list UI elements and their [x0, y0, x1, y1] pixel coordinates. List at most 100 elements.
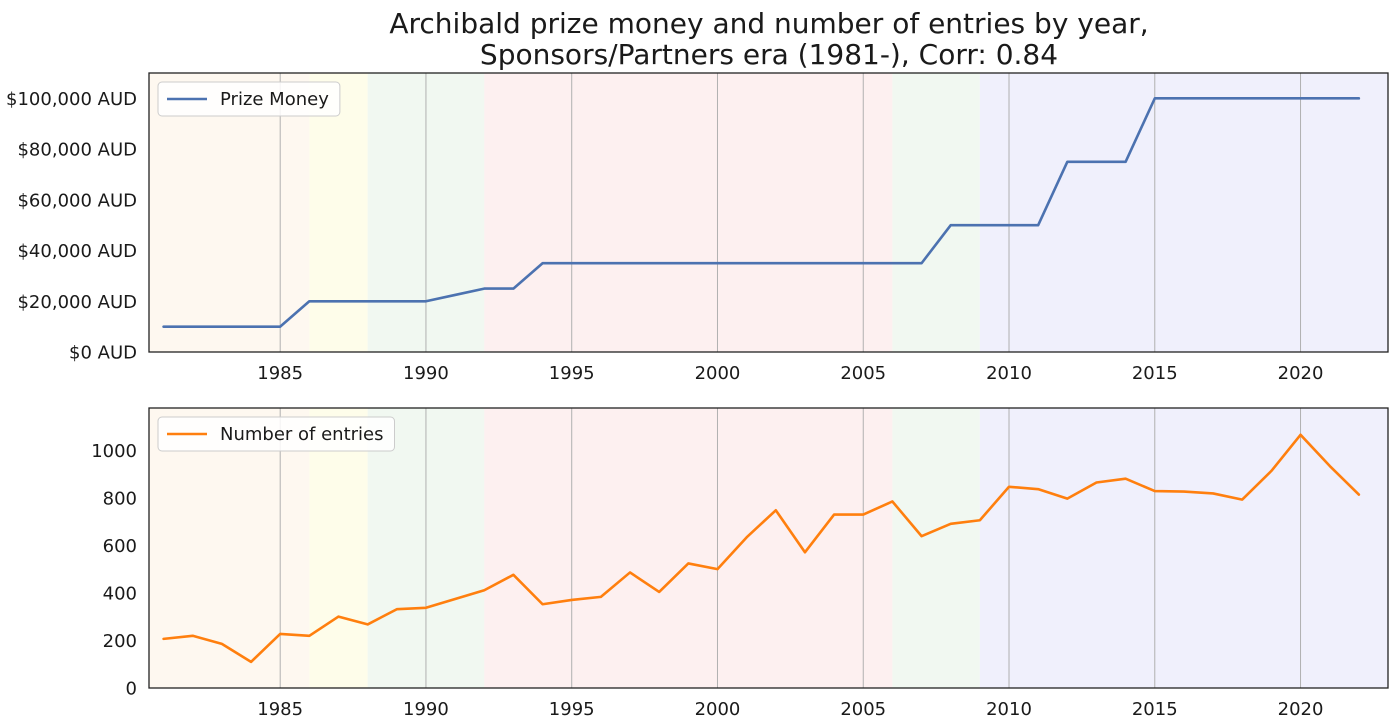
entries-data-point-2020: [1298, 432, 1303, 437]
prize-money-data-point-2006: [890, 261, 895, 266]
prize-money-data-point-2021: [1327, 96, 1332, 101]
prize-money-data-point-1998: [657, 261, 662, 266]
prize-money-data-point-2008: [948, 223, 953, 228]
entries-data-point-1991: [453, 597, 458, 602]
entries-axes-frame: [148, 407, 1389, 689]
entries-y-tick-label: 1000: [91, 441, 137, 462]
prize-money-data-point-2020: [1298, 96, 1303, 101]
entries-x-tick-label: 2010: [986, 699, 1032, 720]
prize-money-data-point-1984: [249, 324, 254, 329]
entries-data-point-2008: [948, 521, 953, 526]
prize-money-data-point-2011: [1036, 223, 1041, 228]
prize-money-y-tick-label: $0 AUD: [69, 343, 137, 364]
entries-data-point-2017: [1211, 491, 1216, 496]
entries-x-tick-label: 1995: [549, 699, 595, 720]
entries-y-tick-label: 400: [103, 584, 137, 605]
entries-legend-box: [157, 416, 395, 452]
prize-money-series-line-0: [162, 97, 1361, 328]
prize-money-era-band-3: [484, 73, 893, 352]
entries-data-point-1992: [482, 588, 487, 593]
entries-x-tick-label: 1985: [257, 699, 303, 720]
prize-money-era-band-5: [979, 73, 1388, 352]
entries-data-point-2018: [1240, 497, 1245, 502]
chart-title-line-1: Archibald prize money and number of entr…: [389, 7, 1148, 40]
prize-money-y-tick-label: $80,000 AUD: [17, 140, 137, 161]
entries-series-line-0: [162, 433, 1361, 664]
entries-legend-label: Number of entries: [220, 424, 384, 445]
prize-money-data-point-2013: [1094, 159, 1099, 164]
prize-money-data-point-2010: [1007, 223, 1012, 228]
prize-money-legend-label: Prize Money: [220, 89, 329, 110]
entries-x-tick-label: 2020: [1278, 699, 1324, 720]
entries-data-point-1990: [423, 605, 428, 610]
entries-data-point-2006: [890, 499, 895, 504]
entries-data-point-2013: [1094, 480, 1099, 485]
entries-data-point-1999: [686, 561, 691, 566]
prize-money-x-tick-label: 2010: [986, 363, 1032, 384]
entries-data-point-2000: [715, 567, 720, 572]
entries-x-tick-label: 2005: [840, 699, 886, 720]
prize-money-data-point-2003: [802, 261, 807, 266]
entries-data-point-1995: [569, 597, 574, 602]
entries-data-point-1981: [161, 636, 166, 641]
entries-y-tick-label: 0: [126, 679, 137, 700]
prize-money-data-point-2022: [1356, 96, 1361, 101]
prize-money-data-point-2007: [919, 261, 924, 266]
entries-data-point-2010: [1007, 484, 1012, 489]
entries-data-point-2003: [802, 550, 807, 555]
prize-money-x-tick-label: 2020: [1278, 363, 1324, 384]
prize-money-era-band-0: [149, 73, 310, 352]
entries-data-point-2021: [1327, 463, 1332, 468]
entries-data-point-2011: [1036, 487, 1041, 492]
entries-data-point-2005: [861, 512, 866, 517]
entries-data-point-2001: [744, 535, 749, 540]
prize-money-legend: Prize Money: [157, 81, 341, 117]
prize-money-data-point-1994: [540, 261, 545, 266]
prize-money-x-tick-label: 1995: [549, 363, 595, 384]
prize-money-data-point-1987: [336, 299, 341, 304]
entries-y-tick-label: 600: [103, 536, 137, 557]
prize-money-data-point-1983: [219, 324, 224, 329]
prize-money-legend-box: [157, 81, 341, 117]
prize-money-panel: 1985 1990 1995 2000 2005 2010 2015 2020 $0 AUD $2…: [6, 72, 1389, 384]
entries-x-tick-label: 2000: [695, 699, 741, 720]
prize-money-data-point-1995: [569, 261, 574, 266]
prize-money-era-band-1: [309, 73, 368, 352]
entries-x-tick-label: 1990: [403, 699, 449, 720]
prize-money-data-point-2000: [715, 261, 720, 266]
prize-money-x-tick-label: 1990: [403, 363, 449, 384]
prize-money-data-point-1986: [307, 299, 312, 304]
prize-money-data-point-1989: [394, 299, 399, 304]
entries-era-band-5: [979, 408, 1388, 688]
entries-data-point-2002: [773, 508, 778, 513]
prize-money-x-tick-label: 1985: [257, 363, 303, 384]
prize-money-data-point-2014: [1123, 159, 1128, 164]
prize-money-y-tick-label: $60,000 AUD: [17, 190, 137, 211]
prize-money-x-tick-label: 2000: [695, 363, 741, 384]
prize-money-y-tick-label: $100,000 AUD: [6, 89, 137, 110]
entries-data-point-1983: [219, 641, 224, 646]
prize-money-data-point-2004: [832, 261, 837, 266]
entries-data-point-2009: [977, 518, 982, 523]
prize-money-data-point-1981: [161, 324, 166, 329]
prize-money-x-tick-label: 2015: [1132, 363, 1178, 384]
prize-money-data-point-2001: [744, 261, 749, 266]
prize-money-data-point-2005: [861, 261, 866, 266]
entries-data-point-2014: [1123, 476, 1128, 481]
prize-money-data-point-1982: [190, 324, 195, 329]
entries-data-point-1982: [190, 633, 195, 638]
entries-data-point-1997: [628, 570, 633, 575]
entries-data-point-2019: [1269, 468, 1274, 473]
entries-data-point-1988: [365, 622, 370, 627]
entries-era-band-3: [484, 408, 893, 688]
prize-money-data-point-2017: [1211, 96, 1216, 101]
entries-data-point-1986: [307, 633, 312, 638]
prize-money-data-point-2019: [1269, 96, 1274, 101]
chart-title-line-2: Sponsors/Partners era (1981-), Corr: 0.8…: [480, 38, 1058, 71]
entries-panel: 1985 1990 1995 2000 2005 2010 2015 2020 0 200 400 6…: [91, 407, 1389, 720]
prize-money-era-band-4: [892, 73, 980, 352]
entries-data-point-2022: [1356, 492, 1361, 497]
prize-money-x-tick-label: 2005: [840, 363, 886, 384]
entries-data-point-1985: [278, 631, 283, 636]
